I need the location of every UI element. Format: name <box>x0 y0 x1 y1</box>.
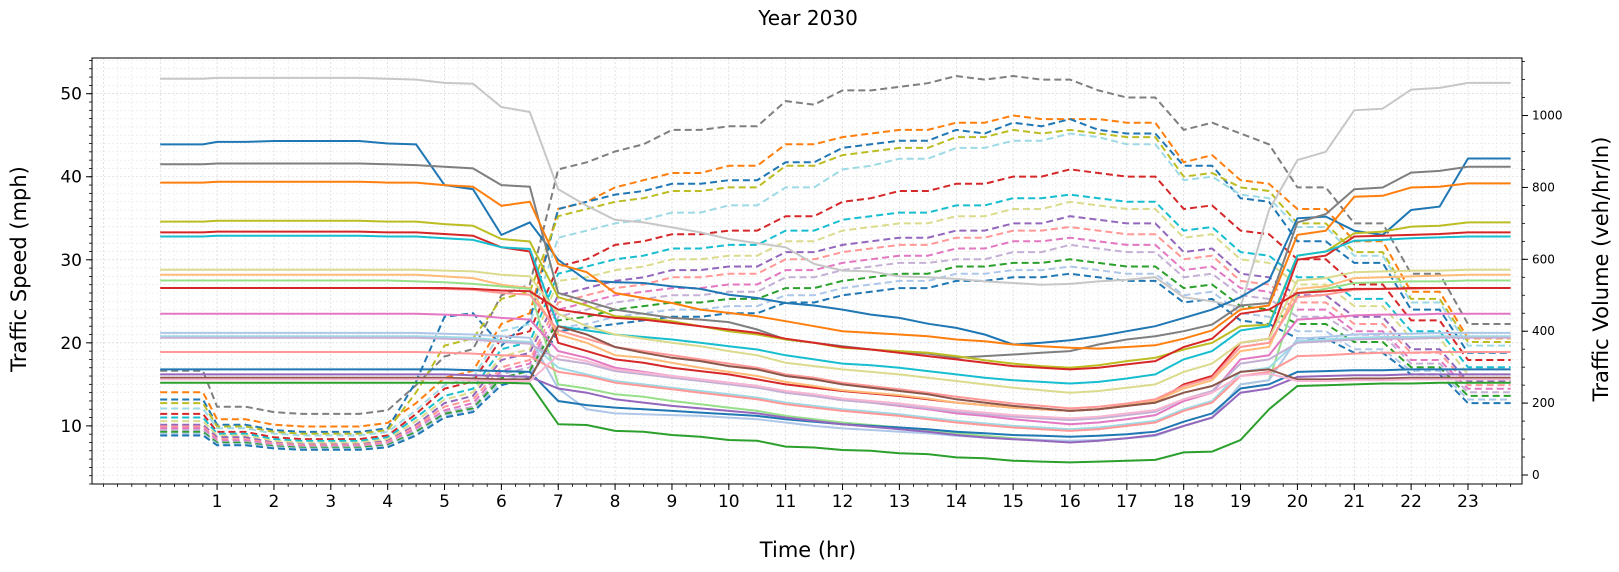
speed-series-line-13 <box>160 331 1511 442</box>
x-tick-label: 3 <box>325 492 336 512</box>
x-tick-label: 20 <box>1287 492 1309 512</box>
x-tick-label: 4 <box>382 492 393 512</box>
volume-series-line-11 <box>160 243 1511 448</box>
volume-series-layer <box>160 74 1511 451</box>
x-tick-label: 7 <box>553 492 564 512</box>
y-axis-label: Traffic Speed (mph) <box>7 166 31 373</box>
x-tick-label: 13 <box>889 492 911 512</box>
speed-series-line-3 <box>160 180 1511 350</box>
speed-series-line-0 <box>160 76 1511 309</box>
y-tick-label: 30 <box>60 251 82 271</box>
x-tick-label: 9 <box>667 492 678 512</box>
y-tick-label: 20 <box>60 334 82 354</box>
speed-series-line-8 <box>160 273 1511 412</box>
x-tick-label: 10 <box>718 492 740 512</box>
y2-axis-label: Traffic Volume (veh/hr/ln) <box>1589 137 1613 403</box>
x-tick-label: 14 <box>945 492 967 512</box>
y-tick-label: 10 <box>60 417 82 437</box>
x-axis-label: Time (hr) <box>759 538 856 562</box>
x-tick-label: 15 <box>1002 492 1024 512</box>
x-tick-label: 2 <box>269 492 280 512</box>
speed-series-line-5 <box>160 230 1511 412</box>
speed-series-line-11 <box>160 287 1511 371</box>
volume-series-line-0 <box>160 74 1511 415</box>
volume-series-line-2 <box>160 118 1511 433</box>
volume-series-line-3 <box>160 128 1511 435</box>
speed-series-line-19 <box>160 381 1511 464</box>
y2-tick-label: 800 <box>1532 180 1555 194</box>
volume-series-line-5 <box>160 168 1511 441</box>
speed-series-line-7 <box>160 268 1511 394</box>
x-tick-label: 18 <box>1173 492 1195 512</box>
speed-series-line-16 <box>160 351 1511 432</box>
y2-tick-label: 1000 <box>1532 109 1563 123</box>
y2-tick-label: 0 <box>1532 468 1540 482</box>
speed-series-line-18 <box>160 373 1511 444</box>
speed-series-line-6 <box>160 234 1511 385</box>
speed-series-layer <box>160 76 1511 464</box>
x-tick-label: 1 <box>212 492 223 512</box>
speed-series-line-21 <box>160 354 1511 420</box>
chart-title: Year 2030 <box>757 6 858 30</box>
x-tick-label: 12 <box>832 492 854 512</box>
speed-series-line-15 <box>160 336 1511 422</box>
y-tick-label: 50 <box>60 85 82 105</box>
x-tick-label: 16 <box>1059 492 1081 512</box>
x-tick-label: 19 <box>1230 492 1252 512</box>
y2-tick-label: 600 <box>1532 252 1555 266</box>
x-tick-label: 22 <box>1400 492 1422 512</box>
y2-tick-label: 200 <box>1532 396 1555 410</box>
plot-frame <box>91 57 1523 485</box>
y2-tick-label: 400 <box>1532 324 1555 338</box>
x-tick-label: 21 <box>1343 492 1365 512</box>
x-tick-label: 17 <box>1116 492 1138 512</box>
speed-series-line-20 <box>160 325 1511 412</box>
volume-series-line-7 <box>160 200 1511 444</box>
y-tick-label: 40 <box>60 168 82 188</box>
volume-series-line-6 <box>160 193 1511 442</box>
x-tick-label: 5 <box>439 492 450 512</box>
x-tick-label: 11 <box>775 492 797 512</box>
x-tick-label: 6 <box>496 492 507 512</box>
x-tick-label: 23 <box>1457 492 1479 512</box>
speed-series-line-1 <box>160 140 1511 346</box>
x-tick-label: 8 <box>610 492 621 512</box>
speed-series-line-14 <box>160 335 1511 431</box>
volume-series-line-14 <box>160 272 1511 451</box>
axes-layer: 1 2 3 4 5 6 7 8 9 10 11 12 13 14 15 16 17 18 19 20 21 22 23102… <box>60 60 1563 512</box>
speed-series-line-9 <box>160 279 1511 443</box>
